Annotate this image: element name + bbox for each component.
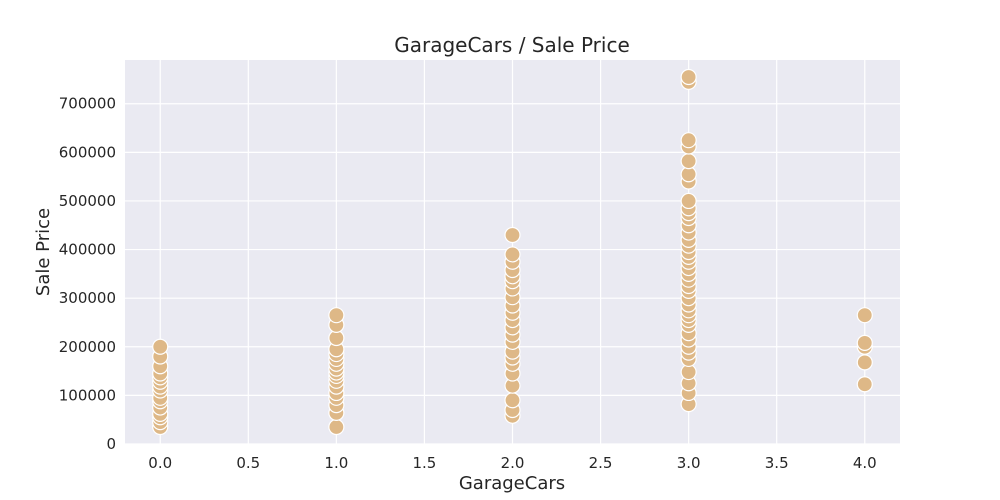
x-tick-labels: 0.0 0.5 1.0 1.5 2.0 2.5 3.0 3.5 4.0 — [148, 454, 876, 472]
y-tick-label: 500000 — [59, 192, 116, 210]
x-tick-label: 1.5 — [413, 454, 437, 472]
data-point — [152, 338, 169, 355]
y-tick-labels: 0 100000 200000 300000 400000 500000 600000 700… — [59, 95, 116, 453]
data-point — [680, 68, 697, 86]
x-tick-label: 3.0 — [677, 454, 701, 472]
y-tick-label: 600000 — [59, 143, 116, 161]
x-tick-label: 3.5 — [765, 454, 789, 472]
y-tick-label: 700000 — [59, 95, 116, 113]
x-tick-label: 2.0 — [501, 454, 525, 472]
y-tick-label: 300000 — [59, 289, 116, 307]
x-tick-label: 1.0 — [324, 454, 348, 472]
data-point — [680, 192, 697, 210]
x-tick-label: 0.0 — [148, 454, 172, 472]
chart-title: GarageCars / Sale Price — [394, 33, 630, 57]
data-point — [680, 153, 697, 170]
data-point — [504, 392, 521, 409]
y-tick-label: 200000 — [59, 338, 116, 356]
x-tick-label: 2.5 — [589, 454, 613, 472]
data-point — [328, 418, 345, 436]
y-tick-label: 100000 — [59, 386, 116, 404]
data-point — [328, 307, 345, 324]
y-axis-label: Sale Price — [33, 208, 54, 296]
x-tick-label: 0.5 — [236, 454, 260, 472]
x-tick-label: 4.0 — [853, 454, 877, 472]
x-axis-label: GarageCars — [459, 473, 565, 494]
data-point — [856, 376, 873, 393]
data-point — [680, 132, 697, 149]
data-point — [856, 307, 873, 324]
data-point — [856, 354, 873, 371]
data-points — [152, 68, 873, 436]
data-point — [504, 246, 521, 263]
data-point — [856, 334, 873, 351]
y-tick-label: 400000 — [59, 241, 116, 259]
y-tick-label: 0 — [106, 435, 116, 453]
data-point — [504, 226, 521, 244]
